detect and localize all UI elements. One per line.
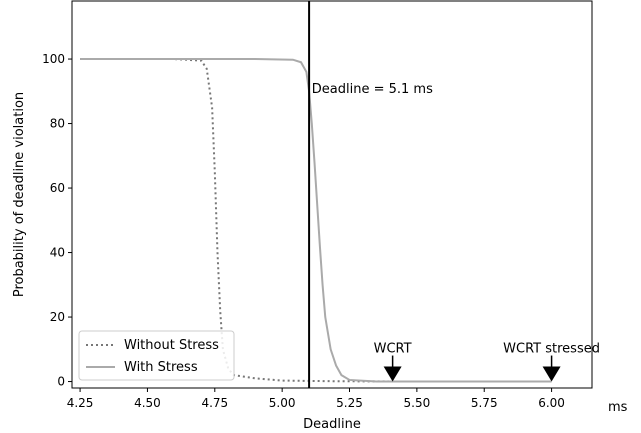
y-axis-label: Probability of deadline violation [12, 92, 27, 297]
y-tick-label: 0 [57, 375, 65, 389]
series-line-with-stress [80, 58, 552, 383]
x-tick-label: 4.50 [134, 396, 161, 410]
x-tick-label: 4.75 [201, 396, 228, 410]
x-tick-label: 5.00 [269, 396, 296, 410]
plot-data-layer [80, 1, 552, 388]
x-tick-label: 6.00 [538, 396, 565, 410]
ticks-layer: 4.25 4.50 4.75 5.00 5.25 5.50 5.75 6.00 0 20 40 60 8… [42, 52, 565, 410]
annotation-arrow-head [542, 366, 561, 382]
y-tick-label: 60 [50, 181, 65, 195]
y-tick-label: 20 [50, 310, 65, 324]
annotation-arrow-head [383, 366, 402, 382]
legend: Without Stress With Stress [78, 330, 235, 381]
annotation-layer: Deadline = 5.1 ms WCRT WCRT stressed [312, 82, 600, 382]
y-tick-label: 100 [42, 52, 65, 66]
x-axis-label: Deadline [303, 417, 361, 432]
wcrt-stressed-annotation: WCRT stressed [503, 342, 600, 357]
x-unit-label: ms [608, 400, 628, 415]
x-tick-label: 4.25 [67, 396, 94, 410]
deadline-annotation: Deadline = 5.1 ms [312, 82, 433, 97]
y-tick-label: 80 [50, 117, 65, 131]
x-tick-label: 5.25 [336, 396, 363, 410]
x-tick-label: 5.50 [404, 396, 431, 410]
legend-box [78, 330, 235, 381]
legend-label-with-stress: With Stress [124, 360, 198, 375]
plot-frame [71, 0, 593, 389]
legend-label-without-stress: Without Stress [124, 338, 219, 353]
y-tick-label: 40 [50, 246, 65, 260]
x-tick-label: 5.75 [471, 396, 498, 410]
wcrt-annotation: WCRT [374, 342, 412, 357]
